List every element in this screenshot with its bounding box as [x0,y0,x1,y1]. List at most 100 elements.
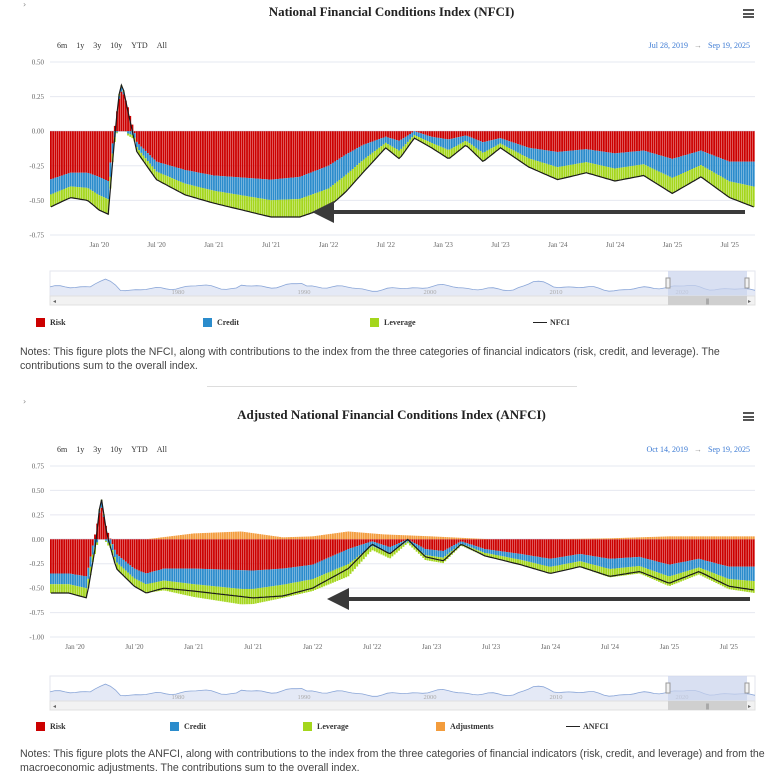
bar-credit [358,146,361,164]
bar-leverage [340,178,343,196]
bar-risk [708,131,711,154]
bar-adjustments [241,531,244,540]
bar-risk [323,131,326,168]
bar-risk [737,539,740,567]
chart-menu-icon[interactable] [743,9,754,19]
bar-risk [292,539,295,568]
legend-leverage[interactable]: Leverage [303,722,349,731]
range-1y-button[interactable]: 1y [76,41,85,50]
legend-risk[interactable]: Risk [36,318,66,327]
bar-credit [164,568,167,581]
bar-adjustments [292,536,295,540]
bar-leverage [521,155,524,163]
bar-leverage [76,187,79,199]
legend-credit[interactable]: Credit [203,318,239,327]
legend-nfci[interactable]: NFCI [533,318,570,327]
bar-risk [340,131,343,158]
nfci-navigator[interactable]: 19801990200020102020|||◂▸ [0,268,783,308]
range-3y-button[interactable]: 3y [93,445,102,454]
date-to-input[interactable]: Sep 19, 2025 [708,41,750,50]
bar-adjustments [673,536,676,540]
bar-risk [517,131,519,145]
bar-risk [653,131,656,154]
bar-risk [686,539,689,562]
bar-adjustments [616,538,619,540]
range-6m-button[interactable]: 6m [57,41,68,50]
date-from-input[interactable]: Oct 14, 2019 [646,445,688,454]
bar-adjustments [728,536,731,540]
legend-anfci[interactable]: ANFCI [566,722,608,731]
bar-credit [301,566,304,582]
bar-leverage [208,189,211,202]
expand-chevron-icon[interactable]: › [23,0,27,9]
chart-menu-icon[interactable] [743,412,754,422]
anfci-chart[interactable]: 0.750.500.250.00-0.25-0.50-0.75-1.00Jan … [0,457,783,717]
bar-risk [730,539,733,567]
bar-risk [63,539,66,574]
bar-risk [312,539,315,565]
bar-risk [448,131,451,140]
range-10y-button[interactable]: 10y [110,41,123,50]
bar-leverage [466,141,469,147]
bar-adjustments [417,535,420,540]
bar-leverage [195,186,198,199]
bar-leverage [320,190,323,210]
bar-risk [495,539,497,551]
legend-risk[interactable]: Risk [36,722,66,731]
bar-risk [171,539,174,569]
legend-adjustments[interactable]: Adjustments [436,722,494,731]
bar-leverage [655,572,658,581]
bar-credit [721,159,724,178]
bar-risk [197,131,200,173]
range-3y-button[interactable]: 3y [93,41,102,50]
bar-leverage [67,584,70,594]
bar-adjustments [224,532,226,540]
bar-risk [488,131,491,141]
bar-leverage [151,166,154,174]
expand-chevron-icon[interactable]: › [23,397,27,406]
range-ytd-button[interactable]: YTD [131,445,148,454]
bar-leverage [184,583,187,596]
bar-credit [87,567,90,579]
bar-adjustments [268,535,270,540]
legend-credit[interactable]: Credit [170,722,206,731]
range-all-button[interactable]: All [156,41,167,50]
bar-leverage [633,165,636,178]
range-6m-button[interactable]: 6m [57,445,68,454]
range-10y-button[interactable]: 10y [110,445,123,454]
date-from-input[interactable]: Jul 28, 2019 [648,41,688,50]
range-1y-button[interactable]: 1y [76,445,85,454]
bar-risk [499,131,502,139]
bar-risk [580,131,583,150]
bar-leverage [69,186,72,198]
bar-risk [506,131,508,141]
bar-leverage [354,559,356,569]
bar-credit [144,573,147,585]
bar-risk [160,131,163,163]
bar-risk [230,131,233,177]
bar-credit [237,570,240,589]
bar-leverage [96,193,99,209]
bar-credit [351,547,354,561]
bar-risk [492,539,495,551]
bar-risk [80,539,83,576]
bar-risk [625,539,627,558]
bar-credit [195,172,198,187]
legend-leverage[interactable]: Leverage [370,318,416,327]
bar-risk [534,539,537,557]
bar-credit [625,557,627,568]
anfci-navigator[interactable]: 19801990200020102020|||◂▸ [0,673,783,713]
bar-leverage [391,551,394,557]
bar-credit [351,150,354,170]
date-to-input[interactable]: Sep 19, 2025 [708,445,750,454]
range-all-button[interactable]: All [156,445,167,454]
bar-credit [155,161,158,172]
bar-leverage [752,186,755,207]
bar-risk [166,131,169,165]
x-tick-label: Jul '20 [148,241,167,249]
bar-credit [455,543,458,548]
range-ytd-button[interactable]: YTD [131,41,148,50]
bar-risk [697,539,700,559]
bar-leverage [296,199,299,218]
